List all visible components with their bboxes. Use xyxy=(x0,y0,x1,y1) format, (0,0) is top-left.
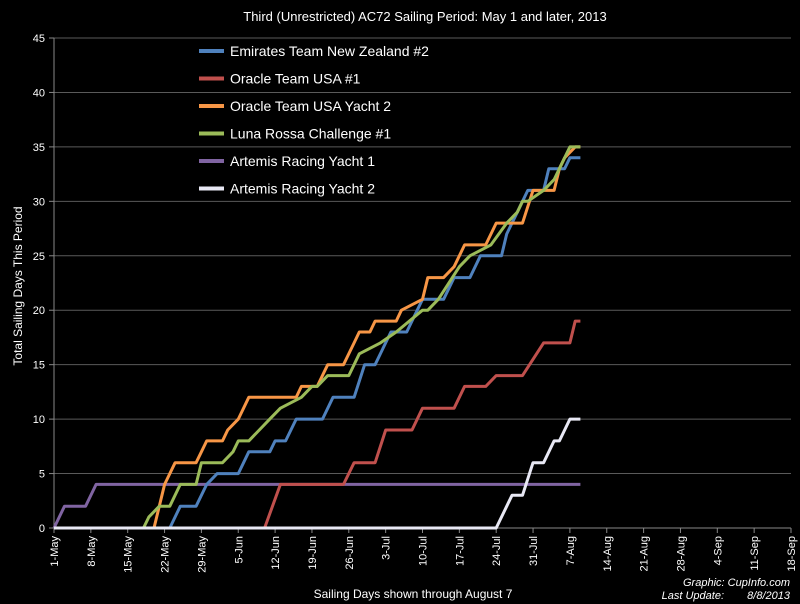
y-tick-label: 45 xyxy=(33,33,45,45)
legend-label: Emirates Team New Zealand #2 xyxy=(230,43,429,59)
legend: Emirates Team New Zealand #2 Oracle Team … xyxy=(199,43,429,197)
x-ticks: 1-May 8-May 15-May 22-May 29-May 5-Jun 12-Jun 1… xyxy=(49,528,798,573)
x-tick-label: 5-Jun xyxy=(233,536,245,564)
y-tick-label: 25 xyxy=(33,251,45,263)
y-tick-label: 35 xyxy=(33,142,45,154)
legend-label: Luna Rossa Challenge #1 xyxy=(230,126,391,142)
x-tick-label: 12-Jun xyxy=(270,536,282,570)
y-ticks: 0 5 10 15 20 25 30 35 40 45 xyxy=(33,33,54,535)
x-tick-label: 24-Jul xyxy=(491,536,503,566)
chart-title: Third (Unrestricted) AC72 Sailing Period… xyxy=(243,9,606,24)
series-line-3 xyxy=(142,145,581,529)
footer-update-label: Last Update: xyxy=(662,590,724,602)
x-tick-label: 31-Jul xyxy=(528,536,540,566)
series-line-0 xyxy=(168,156,581,529)
x-tick-label: 21-Aug xyxy=(639,536,651,571)
x-axis-label: Sailing Days shown through August 7 xyxy=(314,587,513,601)
legend-label: Artemis Racing Yacht 2 xyxy=(230,181,375,197)
legend-label: Oracle Team USA #1 xyxy=(230,71,361,87)
series-line-1 xyxy=(263,319,581,529)
series-line-5 xyxy=(54,417,581,530)
footer-credit: Graphic: CupInfo.com xyxy=(683,577,790,589)
y-axis-label: Total Sailing Days This Period xyxy=(11,206,25,365)
x-tick-label: 11-Sep xyxy=(749,536,761,571)
y-tick-label: 40 xyxy=(33,87,45,99)
x-tick-label: 19-Jun xyxy=(307,536,319,570)
y-tick-label: 5 xyxy=(39,469,45,481)
x-tick-label: 15-May xyxy=(123,536,135,573)
series-line-4 xyxy=(52,482,581,529)
x-tick-label: 14-Aug xyxy=(602,536,614,571)
x-tick-label: 29-May xyxy=(196,536,208,573)
x-tick-label: 1-May xyxy=(49,536,61,567)
footer-update-date: 8/8/2013 xyxy=(747,590,791,602)
grid-lines xyxy=(54,37,791,475)
legend-label: Artemis Racing Yacht 1 xyxy=(230,153,375,169)
x-tick-label: 17-Jul xyxy=(454,536,466,566)
x-tick-label: 8-May xyxy=(86,536,98,567)
x-tick-label: 10-Jul xyxy=(418,536,430,566)
x-tick-label: 26-Jun xyxy=(344,536,356,570)
y-tick-label: 30 xyxy=(33,196,45,208)
x-tick-label: 4-Sep xyxy=(712,536,724,565)
series-lines xyxy=(52,145,581,530)
x-tick-label: 22-May xyxy=(160,536,172,573)
y-tick-label: 20 xyxy=(33,305,45,317)
x-tick-label: 18-Sep xyxy=(786,536,798,571)
y-tick-label: 0 xyxy=(39,523,45,535)
axes xyxy=(53,38,791,529)
x-tick-label: 7-Aug xyxy=(565,536,577,565)
x-tick-label: 28-Aug xyxy=(675,536,687,571)
y-tick-label: 15 xyxy=(33,360,45,372)
series-line-2 xyxy=(152,145,581,529)
y-tick-label: 10 xyxy=(33,414,45,426)
legend-label: Oracle Team USA Yacht 2 xyxy=(230,98,391,114)
x-tick-label: 3-Jul xyxy=(381,536,393,560)
